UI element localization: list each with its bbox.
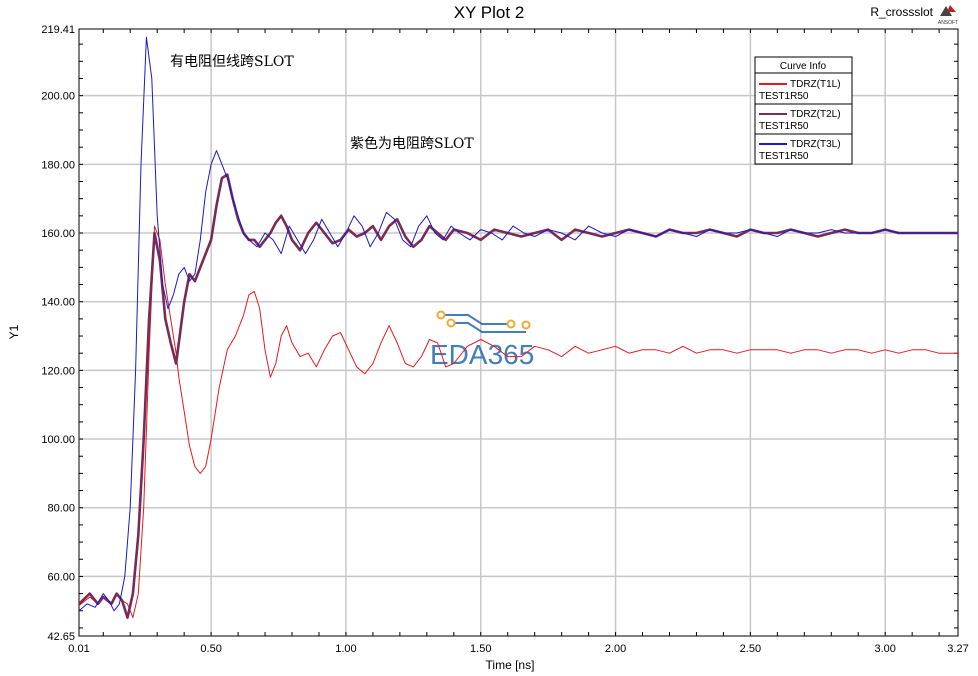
legend: Curve Info TDRZ(T1L)TEST1R50TDRZ(T2L)TES…: [754, 56, 853, 165]
annotation-purple-resistor-slot: 紫色为电阻跨SLOT: [350, 135, 474, 152]
x-axis-label: Time [ns]: [486, 658, 535, 672]
annotation-trace-across-slot: 有电阻但线跨SLOT: [170, 54, 294, 70]
design-name: R_crossslot: [870, 5, 933, 19]
legend-items: TDRZ(T1L)TEST1R50TDRZ(T2L)TEST1R50TDRZ(T…: [755, 79, 852, 162]
y-tick-label: 60.00: [47, 571, 75, 583]
x-tick-label: 0.01: [68, 643, 89, 655]
x-tick-label: 0.50: [200, 643, 221, 655]
x-tick-label: 3.00: [874, 643, 895, 655]
series-line-tdrz-t3l-: [78, 36, 958, 612]
series-lines: [78, 36, 958, 619]
y-tick-label: 180.00: [41, 159, 75, 171]
legend-series-subname: TEST1R50: [759, 91, 809, 102]
y-tick-label: 219.41: [41, 24, 75, 36]
y-tick-label: 120.00: [41, 365, 75, 377]
x-tick-label: 2.00: [605, 643, 626, 655]
ansoft-logo: ANSOFT: [938, 5, 958, 26]
y-tick-label: 100.00: [41, 434, 75, 446]
y-tick-label: 200.00: [41, 91, 75, 103]
legend-series-name: TDRZ(T3L): [790, 139, 841, 150]
grid: [79, 29, 958, 636]
x-axis-ticks: 0.01 0.50 1.00 1.50 2.00 2.50 3.00 3.27: [68, 29, 969, 655]
y-axis-ticks: 42.65 60.00 80.00 100.00 120.00 140.00 160.00 1…: [41, 24, 958, 643]
x-tick-label: 2.50: [740, 643, 761, 655]
circuit-trace-icon: [436, 310, 531, 333]
watermark-text: EDA365: [430, 339, 534, 370]
legend-series-subname: TEST1R50: [759, 151, 809, 162]
legend-series-name: TDRZ(T2L): [790, 109, 841, 120]
legend-title: Curve Info: [780, 61, 827, 72]
series-line-tdrz-t1l-: [78, 225, 958, 619]
y-axis-label: Y1: [7, 324, 21, 339]
eda365-watermark: EDA365: [430, 310, 534, 370]
x-tick-label: 3.27: [947, 643, 968, 655]
y-tick-label: 140.00: [41, 297, 75, 309]
chart-title: XY Plot 2: [454, 3, 525, 22]
series-line-tdrz-t2l-: [78, 173, 958, 619]
y-tick-label: 160.00: [41, 228, 75, 240]
legend-box: [754, 56, 853, 165]
legend-series-subname: TEST1R50: [759, 121, 809, 132]
logo-text: ANSOFT: [938, 20, 958, 26]
y-tick-label: 42.65: [47, 631, 75, 643]
x-tick-label: 1.50: [470, 643, 491, 655]
legend-series-name: TDRZ(T1L): [790, 79, 841, 90]
x-tick-label: 1.00: [335, 643, 356, 655]
y-tick-label: 80.00: [47, 503, 75, 515]
